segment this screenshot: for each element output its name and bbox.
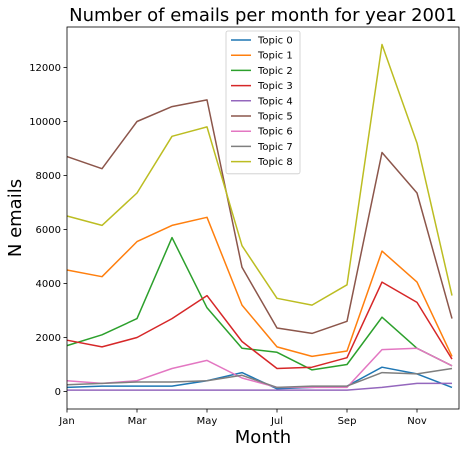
legend-label: Topic 0 [257,36,293,47]
x-axis-label: Month [235,427,291,448]
legend-label: Topic 7 [257,142,293,153]
x-tick-label: Jan [58,416,74,427]
legend-label: Topic 1 [257,51,293,62]
series-line-topic-7 [66,367,453,389]
series-line-topic-5 [66,99,453,335]
y-axis-label: N emails [5,179,26,257]
series-line-topic-8 [66,43,453,306]
series-layer [66,43,453,391]
series-line-topic-4 [67,382,452,391]
y-tick-label: 2000 [36,333,61,344]
x-tick-label: May [197,416,218,427]
series-line-topic-3 [66,281,453,370]
x-tick-label: Nov [407,416,427,427]
series-line-topic-6 [66,347,453,389]
y-tick-label: 8000 [36,171,61,182]
plot-frame [66,26,460,410]
legend-label: Topic 8 [257,157,293,168]
legend-label: Topic 6 [257,127,293,138]
chart-title: Number of emails per month for year 2001 [69,5,457,26]
legend-label: Topic 2 [257,66,293,77]
y-tick-label: 4000 [36,279,61,290]
y-tick-label: 10000 [29,117,61,128]
y-tick-label: 0 [55,387,61,398]
y-tick-label: 12000 [29,63,61,74]
legend-label: Topic 5 [257,112,293,123]
x-tick-label: Mar [128,416,148,427]
y-axis: 0 2000 4000 6000 8000 10000 12000 [29,63,67,398]
x-axis: Jan Mar May Jul Sep Nov [58,409,427,427]
series-line-topic-1 [66,216,453,358]
x-tick-label: Sep [338,416,357,427]
series-line-topic-2 [66,236,453,371]
legend-box [225,30,301,175]
legend: Topic 0 Topic 1 Topic 2 Topic 3 Topic 4 Topic… [225,30,301,175]
legend-label: Topic 4 [257,96,293,107]
legend-label: Topic 3 [257,81,293,92]
x-tick-label: Jul [270,416,283,427]
y-tick-label: 6000 [36,225,61,236]
